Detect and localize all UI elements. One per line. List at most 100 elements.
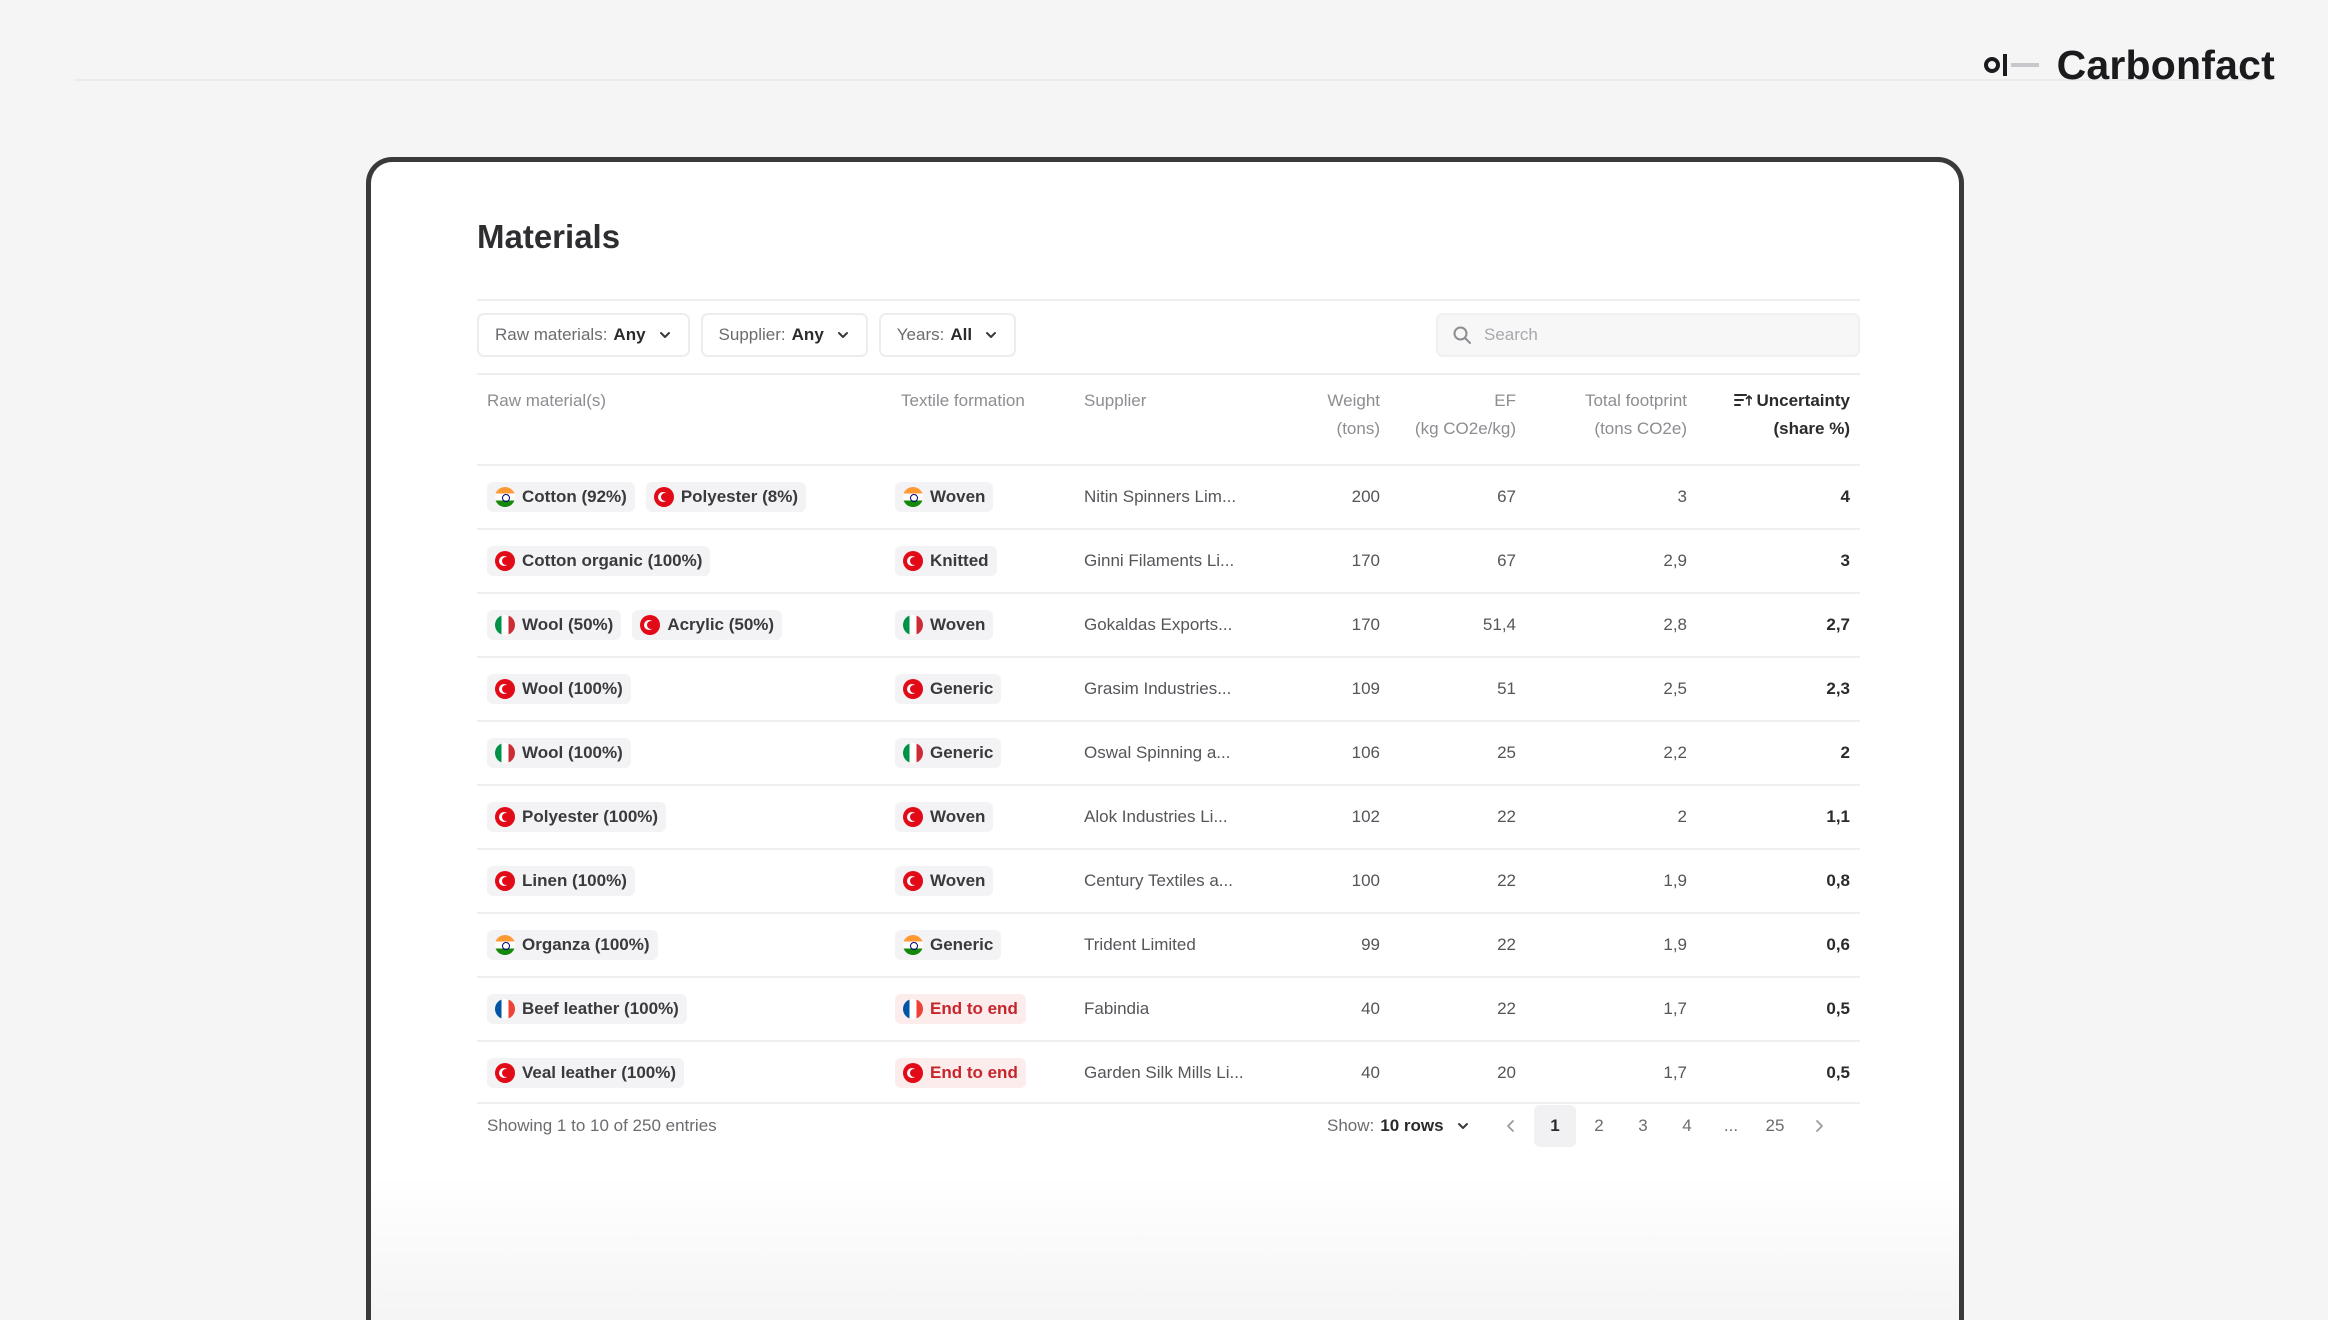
uncertainty-cell: 4 <box>1840 487 1850 506</box>
formation-chip: Woven <box>895 610 994 640</box>
formation-chip: Generic <box>895 738 1002 768</box>
show-label: Show: <box>1327 1116 1375 1135</box>
formation-label: End to end <box>930 999 1018 1018</box>
material-chip: Linen (100%) <box>487 866 635 896</box>
header-text: Uncertainty <box>1756 391 1850 410</box>
device-frame: Materials Raw materials: Any Supplier: A… <box>366 157 1964 1320</box>
uncertainty-cell: 0,5 <box>1826 999 1850 1018</box>
table-row[interactable]: Wool (100%) Generic Grasim Industries... 10… <box>477 656 1860 720</box>
table-row[interactable]: Polyester (100%) Woven Alok Industries Li.… <box>477 784 1860 848</box>
ef-cell: 25 <box>1497 743 1516 762</box>
column-header-uncertainty[interactable]: Uncertainty (share %) <box>1734 387 1850 443</box>
filter-label: Supplier: <box>718 325 786 344</box>
formation-chip: Generic <box>895 930 1002 960</box>
weight-cell: 40 <box>1361 999 1380 1018</box>
textile-formation-cell: Woven <box>895 594 1004 656</box>
page-title: Materials <box>477 218 621 255</box>
chevron-left-icon <box>1507 1120 1514 1132</box>
ef-cell: 22 <box>1497 999 1516 1018</box>
supplier-cell: Fabindia <box>1084 999 1150 1018</box>
formation-chip: Woven <box>895 482 994 512</box>
filter-value: All <box>950 325 973 344</box>
material-chip: Veal leather (100%) <box>487 1058 685 1088</box>
carbonfact-logo-icon <box>1983 54 2039 76</box>
column-header-raw-materials[interactable]: Raw material(s) <box>487 391 607 410</box>
table-row[interactable]: Wool (100%) Generic Oswal Spinning a... 106… <box>477 720 1860 784</box>
column-header-ef[interactable]: EF (kg CO2e/kg) <box>1415 387 1516 443</box>
filter-value: Any <box>791 325 824 344</box>
next-page-button[interactable] <box>1798 1105 1840 1147</box>
formation-label: End to end <box>930 1063 1018 1082</box>
entries-count: Showing 1 to 10 of 250 entries <box>487 1116 717 1135</box>
ef-cell: 22 <box>1497 871 1516 890</box>
page-button[interactable]: 2 <box>1594 1116 1604 1135</box>
formation-label: Generic <box>930 679 994 698</box>
supplier-cell: Trident Limited <box>1084 935 1196 954</box>
search-box[interactable] <box>1436 313 1860 357</box>
header-line: (tons) <box>1336 419 1380 438</box>
table-row[interactable]: Cotton (92%) Polyester (8%) Woven Nitin Spi… <box>477 464 1860 528</box>
supplier-cell: Grasim Industries... <box>1084 679 1232 698</box>
weight-cell: 109 <box>1351 679 1380 698</box>
flag-icon <box>903 743 923 763</box>
formation-label: Woven <box>930 487 986 506</box>
sort-icon <box>1734 394 1753 406</box>
header-line: Total footprint <box>1584 391 1687 410</box>
flag-icon <box>903 1063 923 1083</box>
weight-cell: 100 <box>1351 871 1380 890</box>
flag-icon <box>903 551 923 571</box>
supplier-filter[interactable]: Supplier: Any <box>700 313 868 357</box>
column-header-supplier[interactable]: Supplier <box>1084 391 1147 410</box>
flag-icon <box>495 807 515 827</box>
page-button[interactable]: 25 <box>1765 1116 1785 1135</box>
flag-icon <box>903 487 923 507</box>
table-row[interactable]: Beef leather (100%) End to end Fabindia 40 2… <box>477 976 1860 1040</box>
formation-label: Woven <box>930 615 986 634</box>
formation-label: Knitted <box>930 551 989 570</box>
raw-materials-cell: Wool (50%) Acrylic (50%) <box>487 594 793 656</box>
column-header-total-footprint[interactable]: Total footprint (tons CO2e) <box>1585 387 1687 443</box>
formation-chip: Woven <box>895 802 994 832</box>
chevron-down-icon <box>659 332 670 338</box>
page-list: 1 2 3 4... 25 <box>1534 1105 1796 1147</box>
material-chip: Acrylic (50%) <box>632 610 783 640</box>
table-row[interactable]: Veal leather (100%) End to end Garden Silk… <box>477 1040 1860 1104</box>
formation-chip: End to end <box>895 1058 1026 1088</box>
uncertainty-cell: 1,1 <box>1826 807 1850 826</box>
flag-icon <box>495 935 515 955</box>
supplier-cell: Century Textiles a... <box>1084 871 1233 890</box>
page-button[interactable]: 1 <box>1534 1105 1576 1147</box>
material-chip: Wool (50%) <box>487 610 622 640</box>
header-line: (kg CO2e/kg) <box>1414 419 1516 438</box>
table-row[interactable]: Linen (100%) Woven Century Textiles a... 10… <box>477 848 1860 912</box>
material-chip: Polyester (100%) <box>487 802 667 832</box>
table-row[interactable]: Cotton organic (100%) Knitted Ginni Filame… <box>477 528 1860 592</box>
table-row[interactable]: Wool (50%) Acrylic (50%) Woven Gokaldas Exp… <box>477 592 1860 656</box>
textile-formation-cell: End to end <box>895 978 1037 1040</box>
raw-materials-filter[interactable]: Raw materials: Any <box>477 313 690 357</box>
flag-icon <box>903 807 923 827</box>
rows-per-page-select[interactable]: Show: 10 rows <box>1327 1116 1470 1136</box>
ef-cell: 67 <box>1497 487 1516 506</box>
column-header-textile-formation[interactable]: Textile formation <box>901 391 1025 410</box>
weight-cell: 170 <box>1351 615 1380 634</box>
material-label: Linen (100%) <box>522 871 627 890</box>
column-header-weight[interactable]: Weight (tons) <box>1327 387 1380 443</box>
textile-formation-cell: Generic <box>895 722 1012 784</box>
flag-icon <box>495 551 515 571</box>
formation-label: Generic <box>930 743 994 762</box>
prev-page-button[interactable] <box>1490 1105 1532 1147</box>
textile-formation-cell: End to end <box>895 1042 1037 1104</box>
footprint-cell: 1,7 <box>1663 999 1687 1018</box>
table-footer: Showing 1 to 10 of 250 entries Show: 10 … <box>477 1104 1860 1148</box>
page-button[interactable]: 4 <box>1682 1116 1692 1135</box>
material-chip: Cotton organic (100%) <box>487 546 711 576</box>
search-input[interactable] <box>1484 325 1844 345</box>
years-filter[interactable]: Years: All <box>878 313 1017 357</box>
uncertainty-cell: 0,8 <box>1826 871 1850 890</box>
table-row[interactable]: Organza (100%) Generic Trident Limited 99 22… <box>477 912 1860 976</box>
footprint-cell: 2,2 <box>1663 743 1687 762</box>
formation-label: Woven <box>930 807 986 826</box>
header-line: Uncertainty <box>1734 387 1850 415</box>
page-button[interactable]: 3 <box>1638 1116 1648 1135</box>
